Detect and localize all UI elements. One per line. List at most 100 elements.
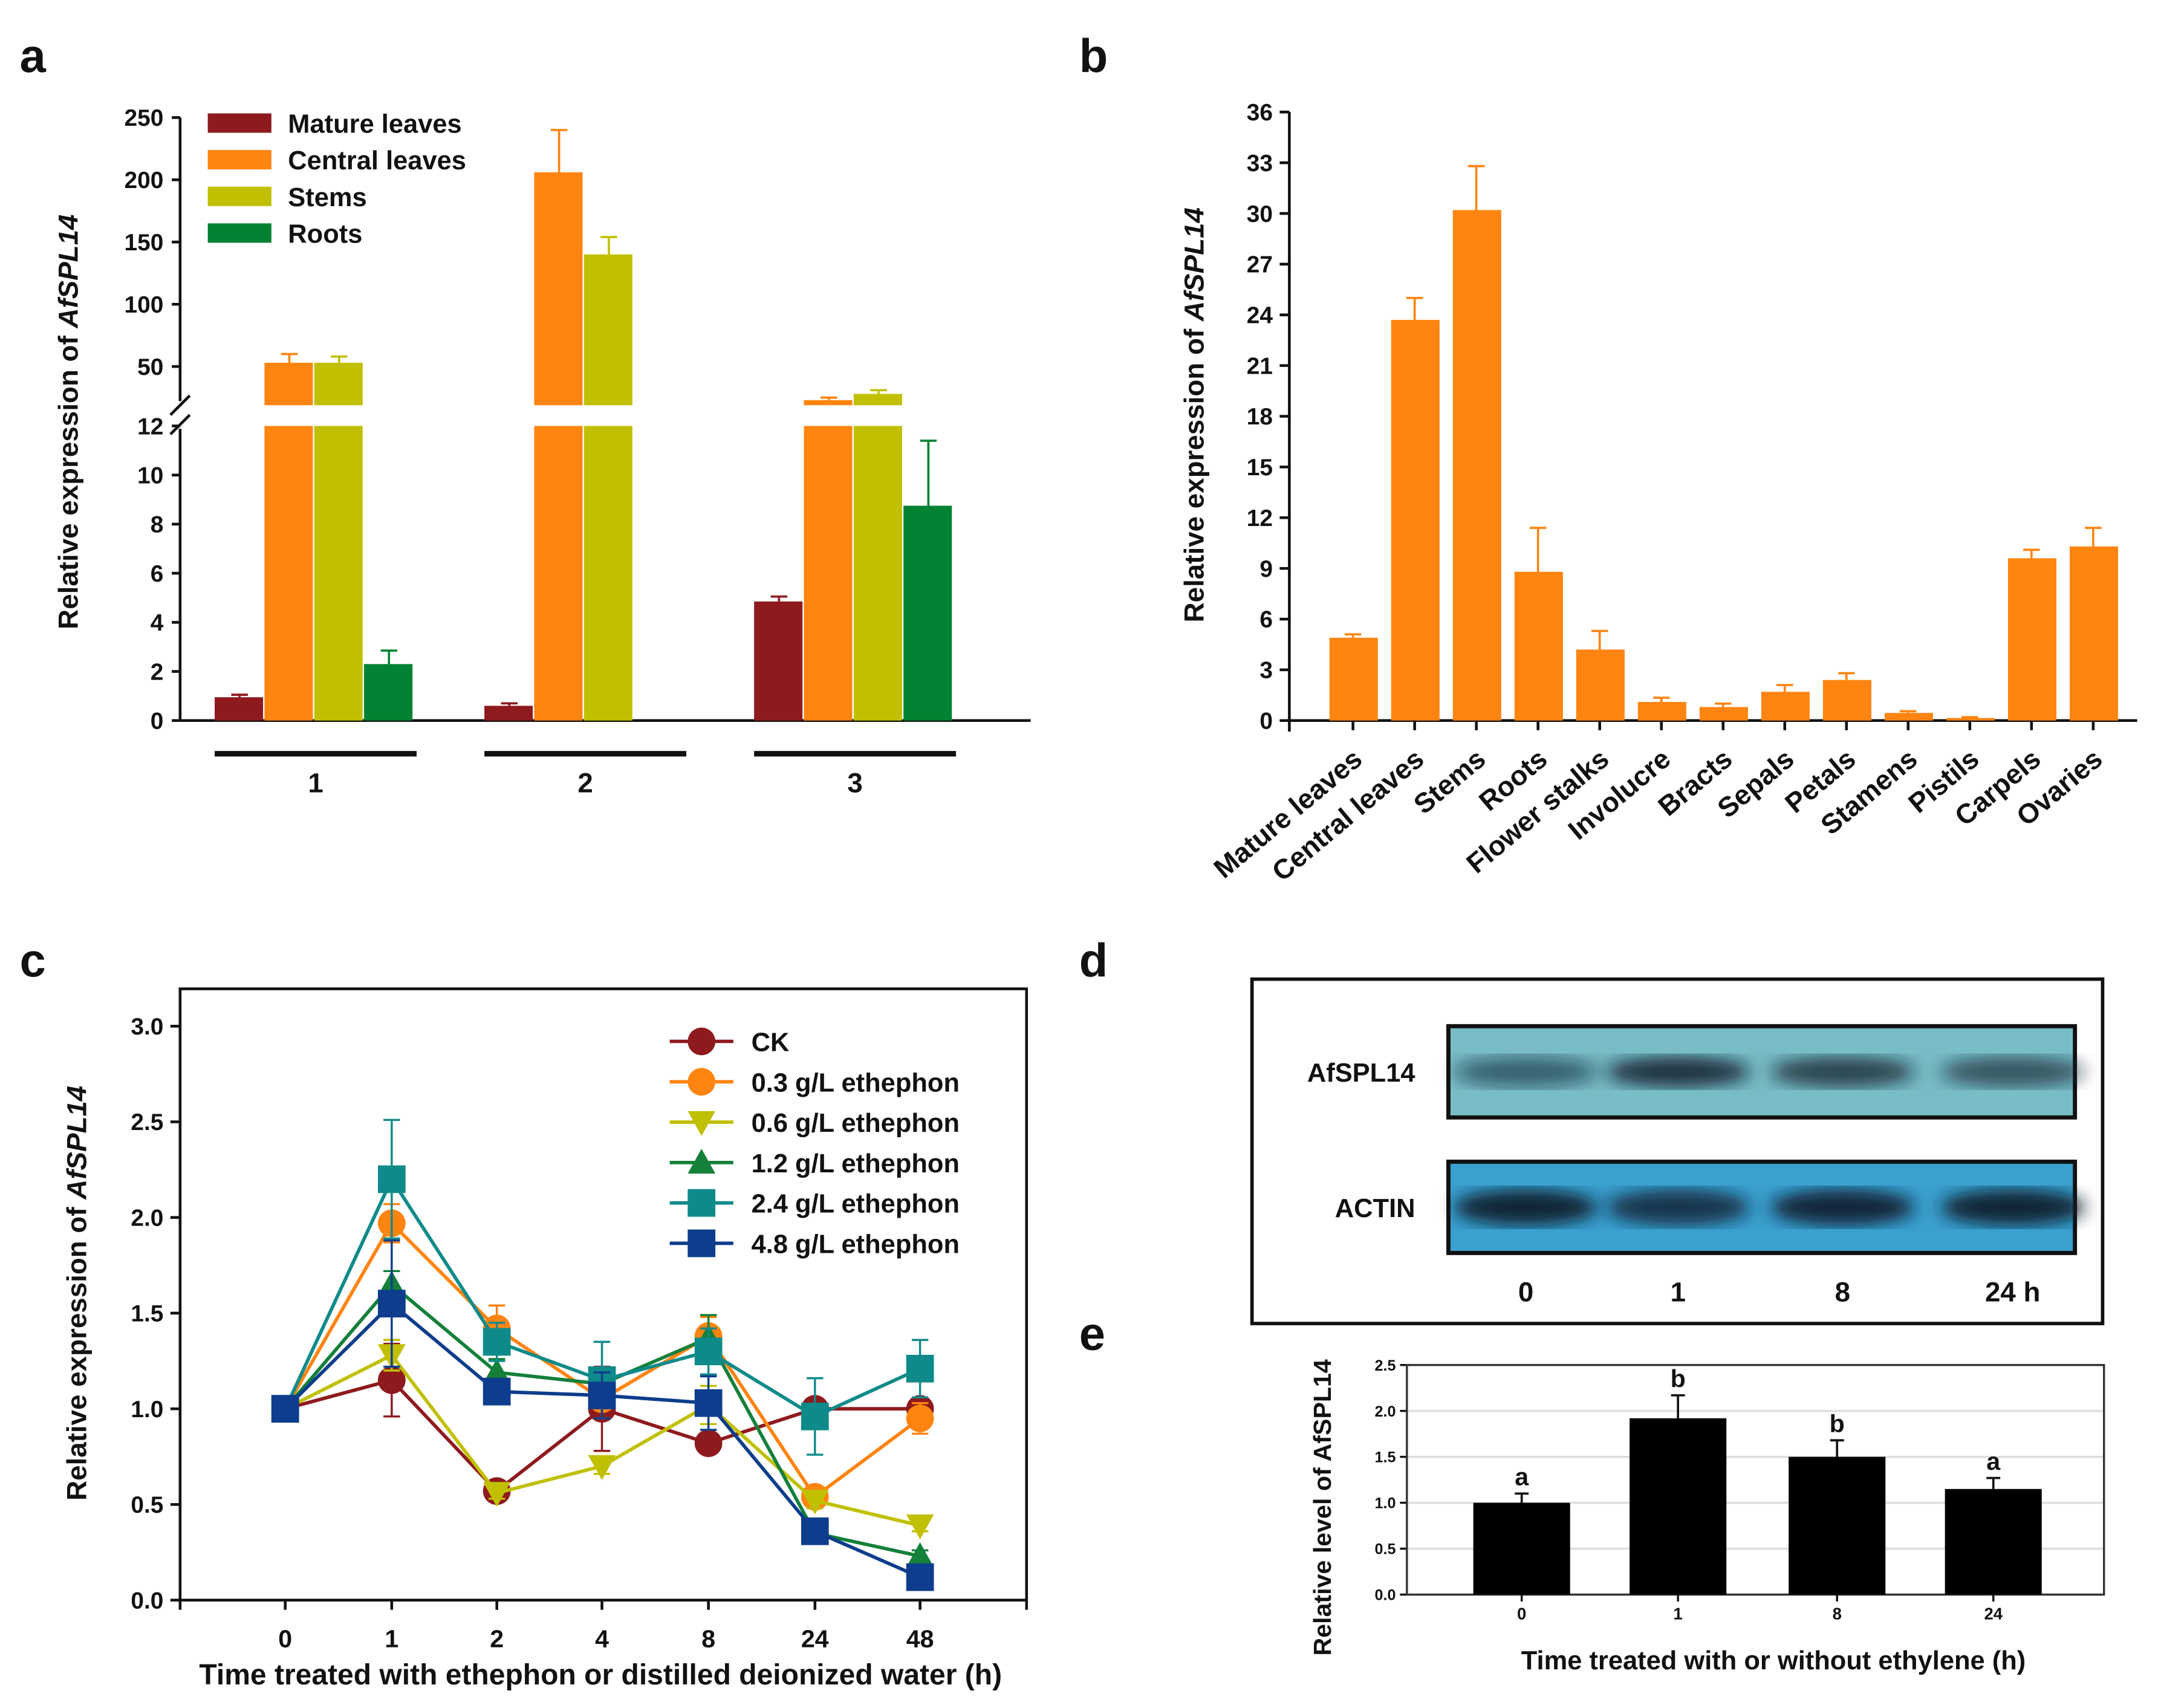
panel-e-chart: 0.0 0.5 1.0 1.5 2.0 2.5 a 0 b 1 b 8 a 24 Time treated …	[1308, 1357, 2105, 1675]
y-axis-label: Relative expression of AfSPL14	[1179, 207, 1210, 622]
actin-band	[1606, 1189, 1750, 1226]
x-tick-label: 1	[1674, 1605, 1683, 1623]
legend-label: 2.4 g/L ethephon	[752, 1190, 960, 1219]
significance-letter: b	[1671, 1365, 1686, 1392]
bar	[1761, 692, 1810, 721]
significance-letter: b	[1830, 1410, 1845, 1438]
y-axis-label-gene: AfSPL14	[61, 1086, 92, 1200]
y-tick-label: 150	[125, 230, 164, 256]
data-point	[694, 1337, 723, 1366]
data-point	[801, 1489, 829, 1515]
legend-label: 1.2 g/L ethephon	[752, 1149, 960, 1178]
y-tick-label: 10	[137, 463, 163, 489]
y-tick-label: 1.0	[131, 1397, 163, 1423]
data-point	[801, 1517, 829, 1545]
bar	[1473, 1502, 1570, 1595]
x-axis-label: Time treated with ethephon or distilled …	[199, 1659, 1002, 1691]
x-category-label: 2	[577, 768, 593, 799]
series-5	[271, 1239, 934, 1591]
bar-upper-segment	[534, 172, 583, 406]
y-tick-label: 33	[1247, 151, 1273, 177]
bar	[1884, 713, 1933, 721]
legend-label: Central leaves	[288, 146, 466, 175]
x-axis-label: Time treated with or without ethylene (h…	[1521, 1646, 2026, 1675]
legend-label: 0.3 g/L ethephon	[752, 1068, 960, 1097]
legend-swatch	[207, 223, 271, 243]
legend-label: 0.6 g/L ethephon	[752, 1109, 960, 1138]
y-tick-label: 8	[151, 512, 164, 538]
bar	[314, 426, 363, 721]
bar	[364, 664, 413, 721]
y-tick-label: 0.0	[131, 1588, 163, 1614]
y-tick-label: 21	[1247, 353, 1273, 379]
bar	[264, 426, 313, 721]
y-axis-label-text: Relative expression of	[53, 328, 84, 629]
x-tick-label: 0	[278, 1625, 292, 1652]
lane-label: 24 h	[1985, 1276, 2041, 1307]
y-tick-label: 30	[1247, 201, 1273, 227]
y-tick-label: 1.0	[1375, 1495, 1396, 1512]
legend-swatch	[207, 113, 271, 133]
panel-d-western-blot: AfSPL14 ACTIN 0 1 8 24 h	[1250, 977, 2105, 1325]
bar	[1452, 210, 1501, 721]
afspl14-band	[1940, 1056, 2085, 1087]
y-tick-label: 3.0	[131, 1014, 163, 1040]
y-axis-label-gene: AfSPL14	[53, 215, 84, 329]
data-point	[377, 1366, 406, 1394]
bar	[534, 426, 583, 721]
bar	[1514, 571, 1563, 721]
bar	[484, 706, 533, 721]
bar	[2069, 546, 2119, 721]
data-point	[483, 1377, 511, 1406]
panel-letter-b: b	[1079, 30, 1108, 82]
bar	[1630, 1418, 1727, 1595]
bar	[1945, 1489, 2042, 1595]
y-tick-label: 12	[137, 414, 163, 440]
x-tick-label: 48	[906, 1625, 934, 1652]
y-axis-label-text: Relative expression of	[1179, 321, 1210, 622]
data-point	[801, 1402, 829, 1430]
x-tick-label: 24	[801, 1625, 829, 1652]
data-point	[483, 1328, 511, 1356]
y-tick-label: 2.5	[1375, 1357, 1396, 1374]
y-axis-label: Relative level of AfSPL14	[1308, 1359, 1336, 1655]
bar	[215, 697, 264, 721]
panel-letter-c: c	[20, 935, 46, 987]
bar-upper-segment	[314, 362, 363, 406]
x-category-label: Stems	[1408, 743, 1491, 820]
y-axis-label: Relative expression of AfSPL14	[53, 215, 84, 629]
x-tick-label: 8	[1833, 1605, 1842, 1623]
x-tick-label: 0	[1517, 1605, 1526, 1623]
x-tick-label: 24	[1984, 1605, 2003, 1623]
y-tick-label: 0.5	[1375, 1541, 1396, 1558]
data-point	[906, 1514, 934, 1540]
legend-label: 4.8 g/L ethephon	[752, 1230, 960, 1259]
y-tick-label: 0	[1259, 708, 1273, 734]
data-point	[687, 1027, 716, 1056]
x-tick-label: 2	[490, 1625, 504, 1652]
panel-letter-a: a	[20, 30, 47, 82]
data-point	[694, 1389, 723, 1417]
axis-break-mark	[169, 394, 191, 416]
y-axis-label-text: Relative expression of	[61, 1200, 92, 1501]
data-point	[906, 1542, 934, 1568]
data-point	[687, 1229, 716, 1258]
y-tick-label: 24	[1247, 303, 1273, 329]
y-tick-label: 2	[151, 659, 164, 685]
bar	[1822, 680, 1871, 721]
y-axis-label-gene: AfSPL14	[1179, 207, 1210, 322]
y-tick-label: 6	[1259, 607, 1273, 633]
y-tick-label: 1.5	[131, 1301, 163, 1327]
x-tick-label: 4	[595, 1625, 609, 1652]
x-category-label: 3	[847, 768, 862, 799]
y-tick-label: 6	[151, 561, 164, 587]
legend-label: Mature leaves	[288, 110, 461, 139]
data-point	[588, 1382, 616, 1409]
lane-label: 0	[1518, 1276, 1533, 1307]
lane-label: 1	[1670, 1276, 1685, 1307]
bar-upper-segment	[264, 362, 313, 406]
y-tick-label: 100	[125, 292, 164, 318]
